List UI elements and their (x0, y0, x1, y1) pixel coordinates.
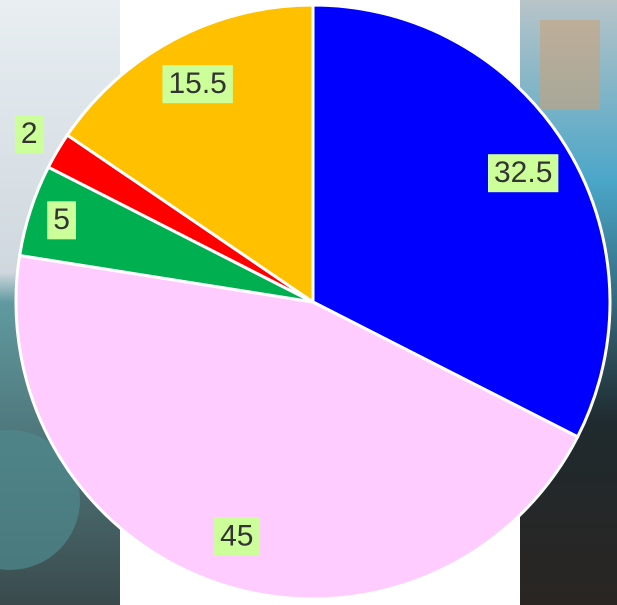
data-label: 45 (214, 517, 259, 555)
data-label: 2 (15, 115, 44, 153)
data-label-text: 15.5 (168, 67, 226, 100)
data-label: 32.5 (488, 154, 558, 192)
data-label: 5 (47, 201, 76, 239)
data-label-text: 45 (220, 519, 253, 552)
data-label-text: 32.5 (494, 156, 552, 189)
chart: 32.5 45 5 2 15.5 (0, 0, 617, 605)
data-label-text: 2 (21, 117, 38, 150)
page: {"chart_data": {"type": "pie", "values":… (0, 0, 617, 605)
data-label: 15.5 (162, 65, 232, 103)
data-label-text: 5 (53, 203, 70, 236)
